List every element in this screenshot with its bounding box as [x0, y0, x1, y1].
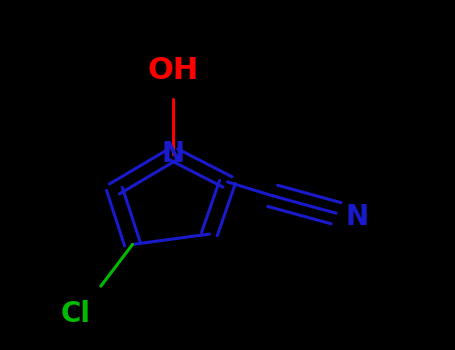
Text: Cl: Cl	[61, 300, 91, 328]
Text: N: N	[162, 140, 185, 168]
Text: OH: OH	[147, 56, 199, 85]
Text: N: N	[345, 203, 368, 231]
